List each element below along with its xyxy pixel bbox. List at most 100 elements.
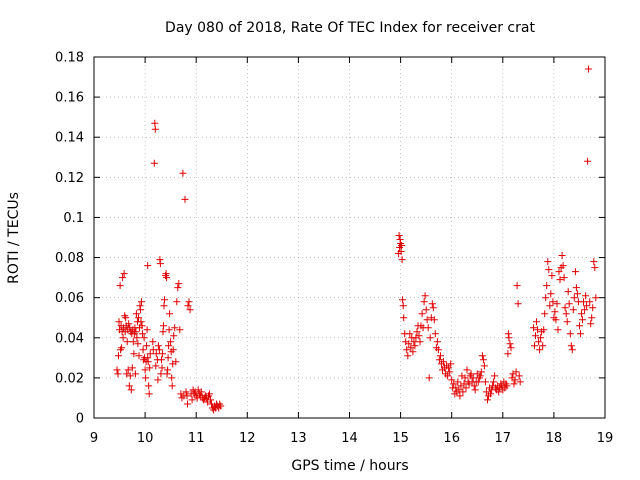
data-point (482, 388, 490, 396)
data-point (184, 400, 191, 408)
data-point (120, 270, 128, 278)
data-point (149, 338, 157, 346)
data-point (197, 388, 205, 396)
data-point (158, 356, 165, 364)
data-point (152, 362, 160, 370)
data-point (186, 306, 194, 314)
data-point (420, 298, 428, 306)
data-point (167, 338, 175, 346)
data-point (146, 364, 154, 372)
data-point (149, 346, 157, 354)
data-point (474, 378, 482, 386)
data-point (429, 304, 437, 312)
data-point (159, 328, 167, 336)
data-point (152, 350, 160, 358)
data-point (156, 260, 164, 268)
data-point (581, 306, 589, 314)
data-point (125, 320, 133, 328)
data-point (455, 386, 463, 394)
data-point (445, 364, 453, 372)
data-point (495, 388, 503, 396)
data-point (173, 298, 181, 306)
data-point (542, 294, 550, 302)
data-point (504, 350, 512, 358)
x-axis-title: GPS time / hours (291, 458, 408, 474)
data-point (154, 342, 162, 350)
y-axis-title: ROTI / TECUs (6, 192, 22, 284)
x-tick-label: 11 (188, 431, 205, 446)
data-point (481, 378, 489, 386)
data-point (567, 342, 575, 350)
data-point (507, 344, 515, 352)
data-point (462, 384, 470, 392)
data-point (467, 370, 475, 378)
data-point (556, 276, 564, 284)
data-point (164, 366, 172, 374)
data-point (422, 306, 430, 314)
data-point (135, 314, 142, 322)
data-point (398, 256, 406, 264)
data-point (125, 382, 133, 390)
data-point (400, 314, 408, 322)
data-point (124, 366, 132, 374)
data-point (516, 378, 524, 386)
data-point (553, 300, 561, 308)
x-tick-label: 14 (341, 431, 358, 446)
data-point (127, 386, 135, 394)
data-point (586, 298, 594, 306)
data-point (551, 308, 559, 316)
data-point (139, 330, 146, 338)
data-point (206, 390, 213, 398)
data-point (113, 366, 121, 374)
data-point (138, 322, 146, 330)
data-point (440, 358, 447, 366)
data-point (122, 314, 130, 322)
data-point (126, 372, 134, 380)
data-point (137, 306, 144, 314)
data-point (573, 290, 581, 298)
data-points (113, 65, 600, 414)
data-point (576, 322, 583, 330)
data-point (537, 334, 545, 342)
y-tick-label: 0.02 (55, 371, 84, 386)
data-point (541, 310, 549, 318)
data-point (171, 324, 179, 332)
data-point (424, 324, 432, 332)
data-point (151, 119, 159, 127)
y-tick-label: 0.06 (55, 291, 84, 306)
data-point (129, 338, 137, 346)
data-point (154, 376, 162, 384)
data-point (558, 252, 566, 259)
data-point (546, 302, 554, 310)
data-point (572, 284, 580, 292)
data-point (470, 382, 478, 390)
y-tick-label: 0.18 (55, 51, 84, 66)
data-point (564, 288, 572, 296)
data-point (174, 284, 182, 292)
data-point (577, 330, 584, 338)
data-point (566, 330, 574, 338)
data-point (160, 302, 168, 310)
data-point (410, 338, 418, 346)
data-point (144, 262, 152, 270)
data-point (434, 346, 442, 354)
data-point (143, 326, 151, 334)
data-point (123, 370, 131, 378)
data-point (545, 266, 553, 274)
data-point (413, 328, 421, 336)
data-point (479, 356, 487, 364)
data-point (569, 306, 577, 314)
data-point (407, 344, 415, 352)
data-point (531, 342, 538, 350)
data-point (487, 390, 494, 398)
data-point (163, 274, 171, 282)
data-point (160, 322, 167, 330)
data-point (118, 344, 126, 352)
data-point (165, 342, 173, 350)
data-point (138, 298, 145, 306)
data-point (119, 274, 127, 282)
data-point (418, 310, 426, 318)
data-point (165, 326, 173, 334)
data-point (130, 350, 138, 358)
